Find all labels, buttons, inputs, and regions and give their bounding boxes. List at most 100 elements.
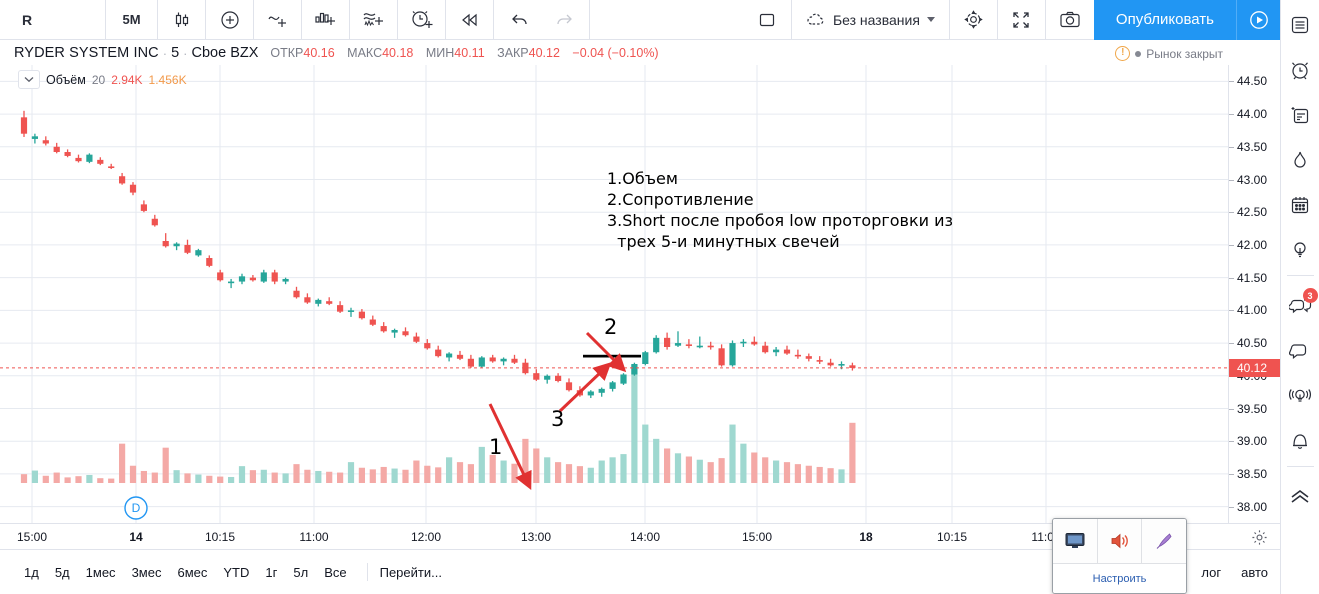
range-button-6мес[interactable]: 6мес (177, 564, 208, 580)
current-price-label[interactable]: 40.12 (1229, 358, 1281, 377)
range-button-1мес[interactable]: 1мес (85, 564, 116, 580)
warning-icon: ! (1115, 46, 1131, 61)
price-axis-tick (1229, 506, 1234, 508)
chart-settings-gear-icon[interactable] (950, 0, 998, 40)
price-axis-tick (1229, 179, 1234, 181)
price-axis-label: 43.00 (1237, 172, 1268, 187)
low-value: 40.11 (454, 46, 485, 60)
change-value: −0.04 (−0.10%) (572, 46, 659, 60)
time-axis-label: 11:00 (299, 530, 329, 544)
right-sidebar: 3 (1280, 0, 1319, 594)
price-axis-tick (1229, 212, 1234, 214)
candle-style-icon[interactable] (158, 0, 206, 40)
os-tray-popup[interactable]: Настроить (1052, 518, 1187, 594)
time-axis-label: 10:15 (204, 530, 236, 544)
ideas-icon[interactable] (1281, 230, 1319, 270)
price-axis-tick (1229, 81, 1234, 83)
chart-plot-area[interactable]: D (0, 65, 1228, 523)
price-axis-tick (1229, 277, 1234, 279)
time-axis-settings-icon[interactable] (1251, 529, 1268, 549)
range-button-5д[interactable]: 5д (54, 564, 70, 580)
range-button-1д[interactable]: 1д (24, 564, 39, 580)
price-axis-label: 39.00 (1237, 434, 1268, 449)
high-label: МАКС (347, 46, 383, 60)
volume-value-current: 2.94K (111, 72, 143, 87)
chart-name-button[interactable]: Без названия (792, 0, 950, 40)
price-axis-tick (1229, 343, 1234, 345)
annotation-marker-2[interactable]: 2 (604, 315, 618, 339)
time-axis-label: 13:00 (520, 530, 552, 544)
sidebar-divider-2 (1286, 466, 1314, 467)
calendar-icon[interactable] (1281, 185, 1319, 225)
layout-select-button[interactable] (744, 0, 792, 40)
time-axis-label: 14:00 (629, 530, 661, 544)
market-status-label: Рынок закрыт (1146, 46, 1223, 61)
os-popup-footer[interactable]: Настроить (1053, 563, 1186, 593)
watchlist-icon[interactable] (1281, 5, 1319, 45)
close-label: ЗАКР (497, 46, 529, 60)
price-axis-label: 44.00 (1237, 107, 1268, 122)
price-axis-label: 41.50 (1237, 270, 1268, 285)
goto-date-button[interactable]: Перейти... (379, 564, 442, 580)
price-axis-tick (1229, 114, 1234, 116)
legend-symbol[interactable]: RYDER SYSTEM INC (14, 45, 159, 61)
redo-icon[interactable] (542, 0, 590, 40)
publish-play-icon[interactable] (1236, 0, 1280, 40)
chart-name-label: Без названия (832, 11, 920, 28)
strategy-icon[interactable] (350, 0, 398, 40)
price-axis-label: 41.00 (1237, 303, 1268, 318)
public-chat-icon[interactable] (1281, 331, 1319, 371)
collapse-icon[interactable] (1281, 477, 1319, 517)
chat-icon[interactable]: 3 (1281, 286, 1319, 326)
range-button-5л[interactable]: 5л (293, 564, 309, 580)
annotation-text[interactable]: 1.Объем 2.Сопротивление 3.Short после пр… (607, 169, 954, 251)
status-dot-icon (1135, 50, 1142, 57)
notifications-bell-icon[interactable] (1281, 421, 1319, 461)
replay-icon[interactable] (446, 0, 494, 40)
legend-sep-1: · (162, 45, 168, 61)
annotation-marker-1[interactable]: 1 (489, 435, 503, 459)
range-button-1г[interactable]: 1г (265, 564, 278, 580)
price-axis-tick (1229, 146, 1234, 148)
fullscreen-icon[interactable] (998, 0, 1046, 40)
legend-ohlc: ОТКР40.16 МАКС40.18 МИН40.11 ЗАКР40.12 −… (270, 46, 658, 60)
price-axis-tick (1229, 441, 1234, 443)
compare-icon[interactable] (254, 0, 302, 40)
low-label: МИН (425, 46, 455, 60)
pen-icon[interactable] (1142, 519, 1186, 563)
hotlist-icon[interactable] (1281, 140, 1319, 180)
publish-button[interactable]: Опубликовать (1093, 0, 1236, 40)
chevron-down-icon (926, 17, 935, 22)
volume-title[interactable]: Объём (46, 72, 86, 87)
volume-icon[interactable] (1098, 519, 1143, 563)
financials-icon[interactable] (302, 0, 350, 40)
range-button-YTD[interactable]: YTD (223, 564, 250, 580)
log-scale-button[interactable]: лог (1201, 564, 1222, 580)
indicators-add-icon[interactable] (206, 0, 254, 40)
price-axis-label: 38.00 (1237, 499, 1268, 514)
price-axis[interactable]: 44.50 44.00 43.50 43.00 42.50 42.00 41.50 41.00… (1228, 65, 1281, 523)
annotation-marker-3[interactable]: 3 (551, 407, 565, 431)
legend-sep-2: · (183, 45, 188, 61)
price-axis-label: 40.50 (1237, 336, 1268, 351)
market-status[interactable]: ! Рынок закрыт (1115, 46, 1223, 61)
volume-length: 20 (91, 72, 106, 87)
cloud-icon (807, 13, 824, 25)
chart-legend: RYDER SYSTEM INC · 5 · Cboe BZX ОТКР40.1… (0, 41, 1280, 65)
resolution-button[interactable]: 5M (106, 0, 158, 40)
alert-clock-icon[interactable] (398, 0, 446, 40)
auto-scale-button[interactable]: авто (1241, 564, 1268, 580)
alerts-clock-icon[interactable] (1281, 50, 1319, 90)
range-button-Все[interactable]: Все (324, 564, 347, 580)
display-icon[interactable] (1053, 519, 1098, 563)
data-window-icon[interactable] (1281, 95, 1319, 135)
snapshot-camera-icon[interactable] (1046, 0, 1094, 40)
stream-icon[interactable] (1281, 376, 1319, 416)
undo-icon[interactable] (494, 0, 542, 40)
range-button-3мес[interactable]: 3мес (131, 564, 162, 580)
chevron-down-icon[interactable] (18, 70, 40, 89)
divider (366, 563, 368, 581)
symbol-search-button[interactable]: R (0, 0, 106, 40)
legend-resolution[interactable]: 5 (171, 45, 180, 61)
svg-text:D: D (132, 501, 141, 515)
